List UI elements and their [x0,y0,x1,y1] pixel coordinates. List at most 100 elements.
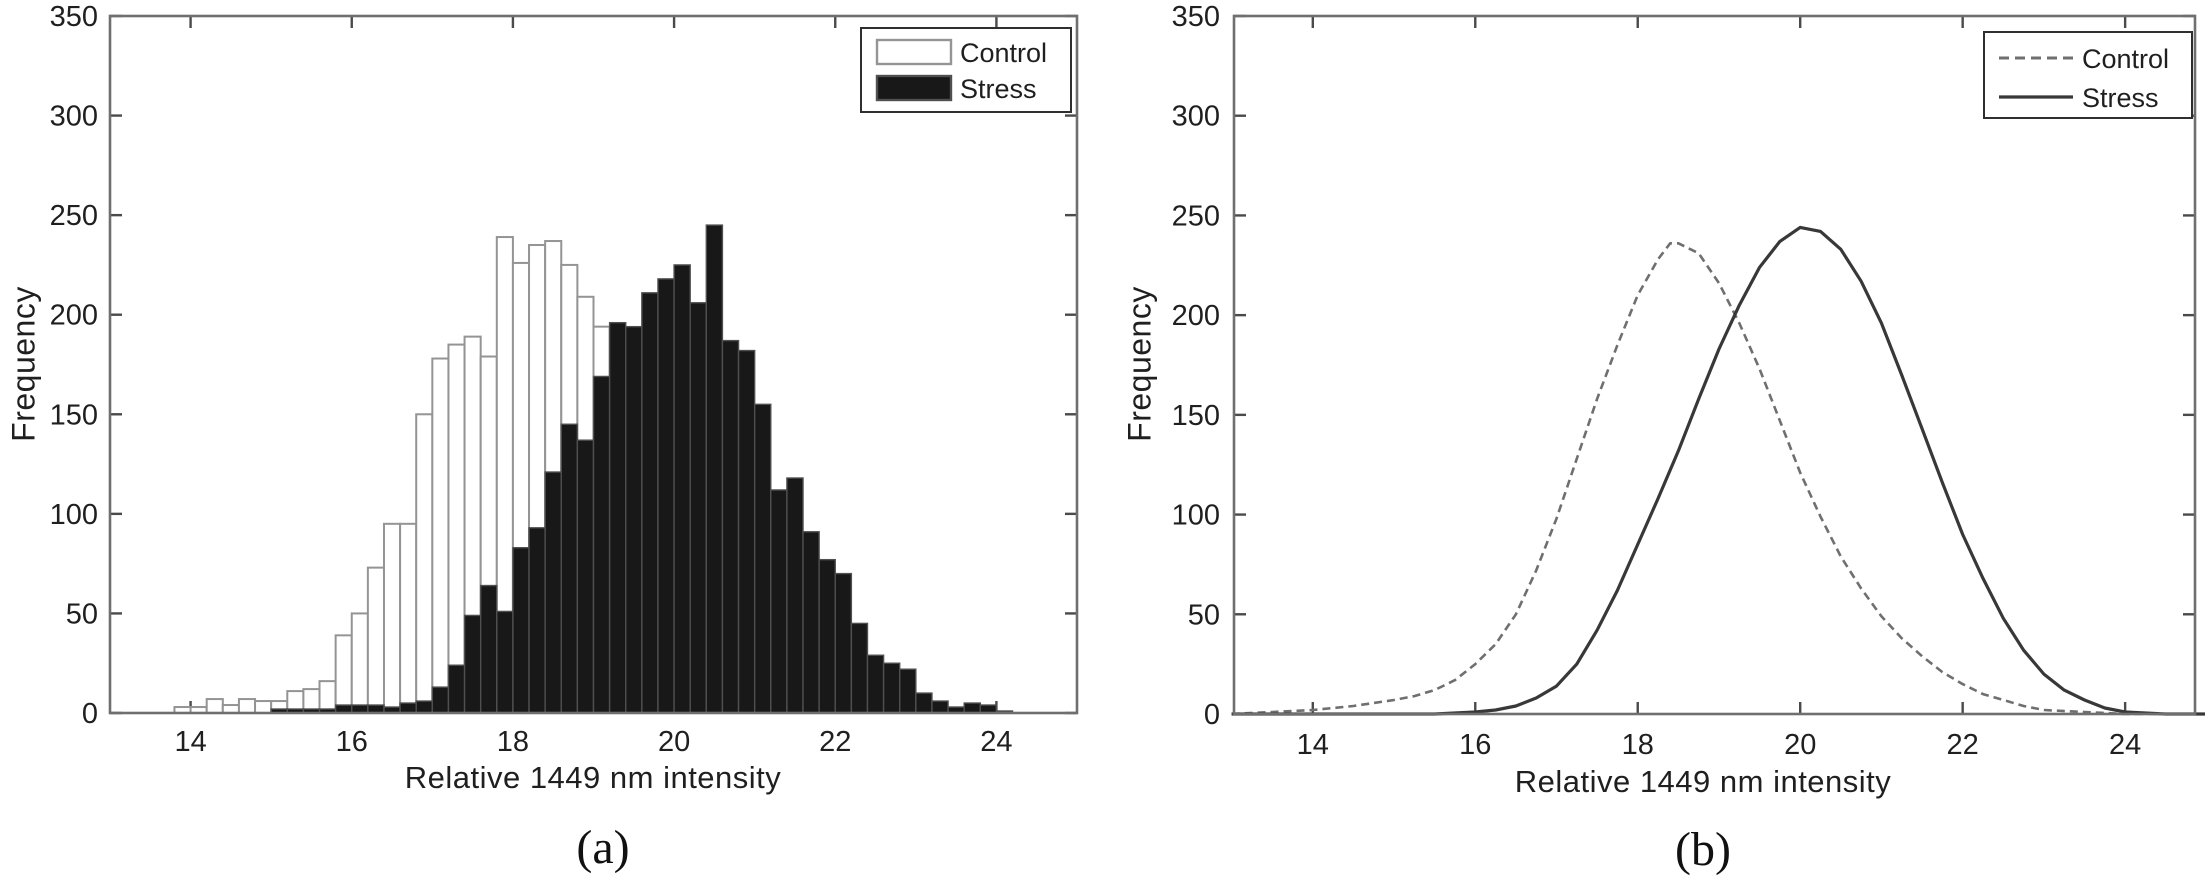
y-tick-label: 50 [1188,599,1220,631]
histogram-bar [866,654,885,714]
panel-b-plot: 14 16 18 20 22 24 0 50 100 150 200 250 300 350 Control… [1172,1,2205,761]
histogram-bar [431,357,450,714]
y-tick-label: 0 [1204,699,1220,731]
y-tick-label: 50 [66,598,98,630]
y-tick-label: 150 [1172,400,1220,432]
x-tick-label: 14 [1297,729,1329,761]
histogram-bar [382,522,402,714]
histogram-bar [512,547,530,714]
y-tick-label: 100 [50,499,98,531]
histogram-bar [673,264,691,714]
tick-labels: 14 16 18 20 22 24 0 50 100 150 200 250 300 350 [1172,1,2142,761]
caption-a: (a) [576,821,630,874]
legend-b: Control Stress [1983,31,2193,119]
y-tick-label: 200 [50,300,98,332]
axes-box [1232,14,2197,716]
y-tick-label: 300 [50,101,98,133]
x-tick-label: 20 [658,726,690,758]
histogram-bar [705,224,724,714]
x-tick-label: 18 [497,726,529,758]
x-tick-label: 14 [174,726,206,758]
x-axis-label-a: Relative 1449 nm intensity [404,760,782,795]
histogram-bar [592,375,611,714]
histogram-bar [802,531,820,714]
histogram-bar [463,614,482,714]
histogram-bar [834,572,853,714]
histogram-bar [254,700,273,715]
histogram-bar [399,702,417,714]
panel-a-plot: 14 16 18 20 22 24 0 50 100 150 200 250 300 350 Control… [50,1,1079,758]
histogram-bar [963,702,982,714]
histogram-bar [850,622,869,714]
y-tick-label: 200 [1172,300,1220,332]
histogram-bar [560,423,579,714]
x-tick-label: 18 [1622,729,1654,761]
histogram-bar [496,610,514,714]
histogram-bar [818,558,836,714]
y-tick-label: 250 [50,200,98,232]
histogram-bar [350,612,369,715]
tick-marks [1234,14,2195,716]
histogram-bar [431,686,450,714]
histogram-bar [770,489,788,714]
histogram-bar [931,700,949,714]
caption-b: (b) [1675,823,1731,876]
histogram-bar [882,662,901,714]
histogram-bar [237,698,257,714]
stress-curve [1231,225,2205,716]
y-tick-label: 350 [1172,1,1220,33]
control-curve [1231,242,2205,716]
histogram-bar [447,343,466,714]
histogram-bar [721,339,740,714]
y-axis-label-b: Frequency [1121,286,1158,442]
x-tick-label: 20 [1784,729,1816,761]
x-tick-label: 22 [819,726,851,758]
histogram-bar [786,477,804,714]
x-tick-label: 24 [980,726,1012,758]
histogram-bar [415,700,434,714]
y-tick-label: 100 [1172,500,1220,532]
histogram-bar [641,292,659,714]
legend-label: Control [2082,44,2169,74]
histogram-bar [657,278,675,714]
axes-box [108,14,1079,715]
y-tick-label: 0 [82,698,98,730]
histogram-bar [753,403,772,714]
legend-label: Stress [960,74,1037,104]
histogram-bar [334,634,353,714]
y-tick-label: 300 [1172,101,1220,133]
y-axis-label-a: Frequency [5,286,42,442]
histogram-bar [689,302,708,714]
histogram-bar [625,325,643,714]
x-tick-label: 24 [2109,729,2141,761]
histogram-bar [447,664,466,714]
histogram-bar [544,471,562,714]
x-tick-label: 16 [336,726,368,758]
histogram-bar [366,566,385,715]
legend-swatch-filled-bar [875,74,953,102]
legend-a: Control Stress [860,27,1072,113]
histogram-bar [899,668,917,714]
legend-label: Stress [2082,83,2159,113]
legend-label: Control [960,38,1047,68]
x-axis-label-b: Relative 1449 nm intensity [1514,764,1892,799]
histogram-bar [608,321,627,714]
tick-labels: 14 16 18 20 22 24 0 50 100 150 200 250 300 350 [50,1,1013,758]
legend-box [1983,31,2193,119]
histogram-bar [915,692,933,714]
histogram-bar [528,527,546,714]
histogram-bar [399,522,418,714]
histogram-bar [318,680,337,715]
histogram-bar [576,439,595,714]
histogram-bar [205,698,224,714]
legend-swatch-open-bar [875,38,953,66]
histogram-bar [415,413,434,714]
x-tick-label: 16 [1459,729,1491,761]
y-tick-label: 250 [1172,200,1220,232]
histogram-bar [479,584,498,714]
x-tick-label: 22 [1947,729,1979,761]
y-tick-label: 350 [50,1,98,33]
stress-bars [270,224,1014,714]
